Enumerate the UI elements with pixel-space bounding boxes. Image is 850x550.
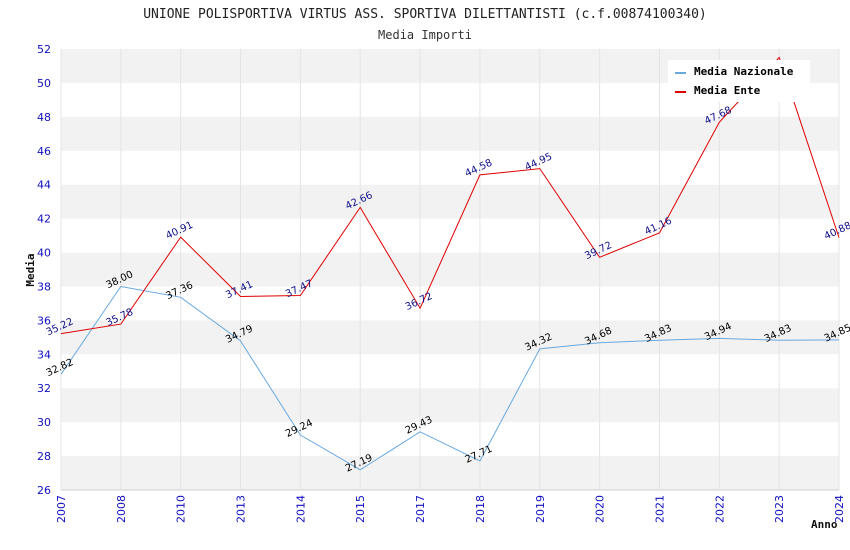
x-tick-label: 2013 xyxy=(235,495,248,523)
y-axis-label: Media xyxy=(24,253,37,286)
chart-subtitle: Media Importi xyxy=(378,28,472,42)
y-tick-label: 50 xyxy=(37,77,51,90)
x-tick-label: 2008 xyxy=(115,495,128,523)
x-tick-label: 2023 xyxy=(773,495,786,523)
x-tick-label: 2017 xyxy=(414,495,427,523)
grid-band xyxy=(61,354,839,389)
x-tick-label: 2021 xyxy=(653,495,666,523)
grid-band xyxy=(61,456,839,490)
x-axis-label: Anno xyxy=(811,518,838,531)
grid-band xyxy=(61,150,839,185)
series-lines xyxy=(60,56,840,471)
x-tick-label: 2022 xyxy=(713,495,726,523)
x-tick-label: 2024 xyxy=(833,495,846,523)
grid-band xyxy=(61,116,839,151)
x-tick-label: 2019 xyxy=(534,495,547,523)
x-tick-label: 2007 xyxy=(55,495,68,523)
y-tick-label: 32 xyxy=(37,382,51,395)
grid-band xyxy=(61,320,839,355)
y-tick-label: 36 xyxy=(37,314,51,327)
y-tick-label: 34 xyxy=(37,348,51,361)
legend-label-media-nazionale: Media Nazionale xyxy=(694,65,794,78)
chart-title: UNIONE POLISPORTIVA VIRTUS ASS. SPORTIVA… xyxy=(143,7,707,22)
legend: Media Nazionale Media Ente xyxy=(668,60,810,102)
grid-band xyxy=(61,388,839,423)
grid-band xyxy=(61,252,839,287)
x-tick-label: 2015 xyxy=(354,495,367,523)
y-tick-label: 28 xyxy=(37,450,51,463)
legend-box xyxy=(668,60,810,102)
legend-label-media-ente: Media Ente xyxy=(694,84,761,97)
x-axis-ticks: 2007 2008 2010 2013 2014 2015 2017 2018 2019 2020… xyxy=(55,495,846,523)
y-tick-label: 38 xyxy=(37,280,51,293)
y-tick-label: 40 xyxy=(37,247,51,260)
y-axis-ticks: 26 28 30 32 34 36 38 40 42 44 46 48 50 52 xyxy=(37,43,51,497)
series-line-media-nazionale xyxy=(60,285,840,471)
series-line-media-ente xyxy=(60,56,840,335)
x-tick-label: 2010 xyxy=(175,495,188,523)
y-tick-label: 46 xyxy=(37,145,51,158)
x-tick-label: 2020 xyxy=(594,495,607,523)
y-tick-label: 42 xyxy=(37,213,51,226)
y-tick-label: 30 xyxy=(37,416,51,429)
y-tick-label: 26 xyxy=(37,484,51,497)
y-tick-label: 48 xyxy=(37,111,51,124)
grid-band xyxy=(61,422,839,457)
x-tick-label: 2014 xyxy=(294,495,307,523)
x-tick-label: 2018 xyxy=(474,495,487,523)
grid-band xyxy=(61,184,839,219)
y-tick-label: 52 xyxy=(37,43,51,56)
y-tick-label: 44 xyxy=(37,179,51,192)
grid-band xyxy=(61,286,839,321)
